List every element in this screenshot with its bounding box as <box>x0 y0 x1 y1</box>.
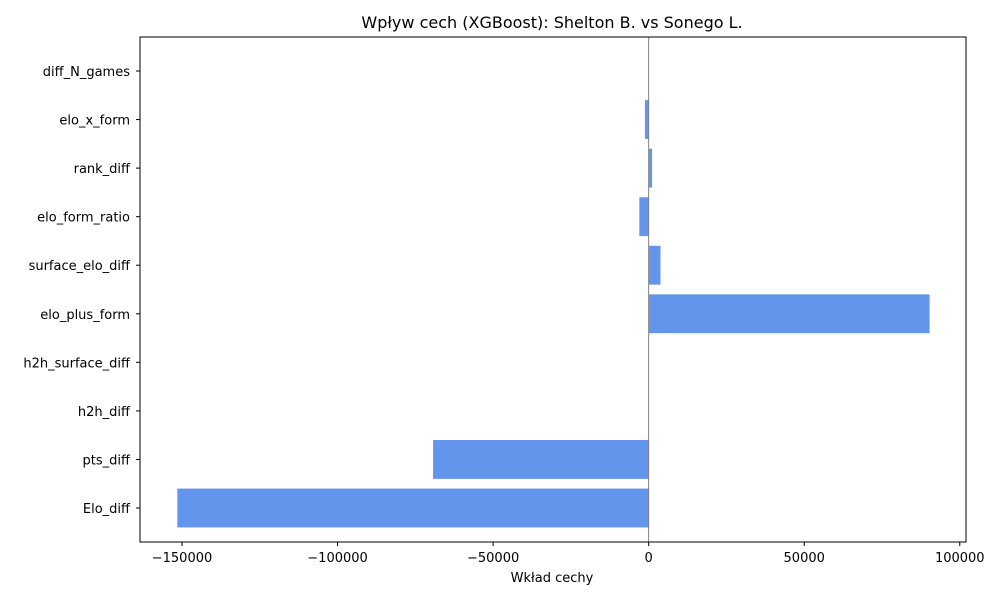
y-tick-label: elo_plus_form <box>40 308 130 323</box>
bar-pts_diff <box>433 440 649 479</box>
bar-elo_form_ratio <box>639 197 649 237</box>
y-tick-label: h2h_surface_diff <box>23 356 131 371</box>
y-tick-label: h2h_diff <box>78 405 131 420</box>
y-tick-label: elo_form_ratio <box>37 211 130 226</box>
x-tick-label: 100000 <box>935 551 985 566</box>
bar-Elo_diff <box>177 488 649 528</box>
x-tick-label: −50000 <box>467 551 519 566</box>
x-tick-label: −100000 <box>307 551 368 566</box>
y-tick-label: pts_diff <box>83 453 131 468</box>
y-tick-label: surface_elo_diff <box>29 259 131 274</box>
chart-title: Wpływ cech (XGBoost): Shelton B. vs Sone… <box>361 13 742 32</box>
y-axis: Elo_diff pts_diff h2h_diff h2h_surface_diff… <box>23 65 140 517</box>
x-tick-label: −150000 <box>152 551 213 566</box>
x-axis-label: Wkład cechy <box>511 571 594 586</box>
x-tick-label: 50000 <box>784 551 825 566</box>
y-tick-label: elo_x_form <box>59 114 130 129</box>
y-tick-label: Elo_diff <box>83 502 131 517</box>
y-tick-label: rank_diff <box>74 162 131 177</box>
y-tick-label: diff_N_games <box>43 65 130 80</box>
x-axis: −150000 −100000 −50000 0 50000 100000 <box>152 542 985 566</box>
x-tick-label: 0 <box>645 551 653 566</box>
bar-rank_diff <box>648 148 653 188</box>
bar-surface_elo_diff <box>648 245 661 285</box>
bar-elo_x_form <box>644 100 649 139</box>
bar-elo_plus_form <box>648 294 930 334</box>
bars-group <box>177 100 930 528</box>
plot-area-frame <box>139 36 967 543</box>
